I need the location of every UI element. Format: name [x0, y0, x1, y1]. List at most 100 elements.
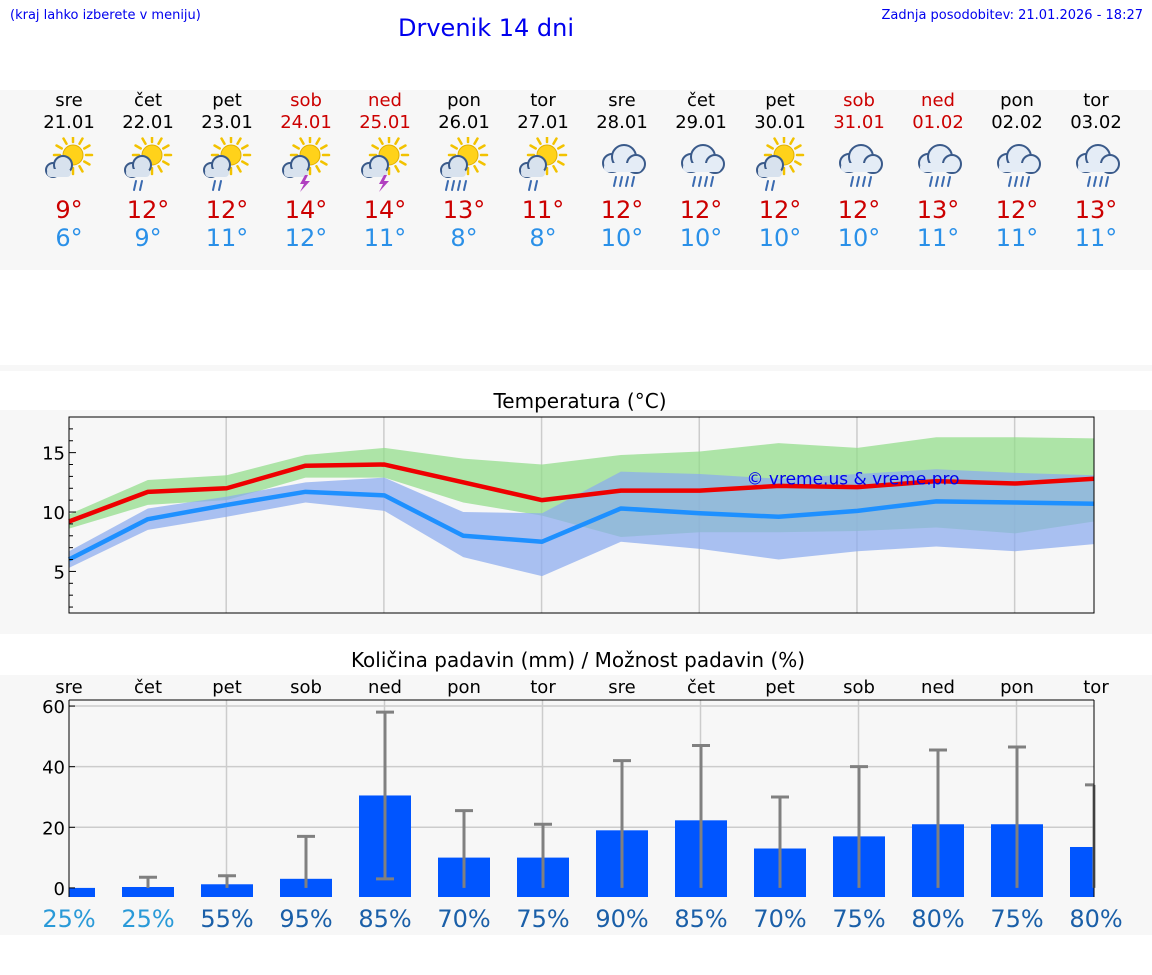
precipitation-day-label: pet — [765, 677, 795, 698]
precipitation-bar — [1070, 846, 1094, 897]
day-date: 28.01 — [596, 112, 648, 133]
day-name: čet — [133, 90, 163, 111]
min-temperature: 11° — [205, 224, 249, 252]
day-date: 25.01 — [359, 112, 411, 133]
min-temperature: 11° — [1074, 224, 1118, 252]
precipitation-probability: 75% — [832, 905, 885, 933]
max-temperature: 14° — [284, 196, 328, 224]
min-temperature: 6° — [55, 224, 83, 252]
day-column: sre 28.01 12° 10° — [582, 90, 662, 252]
precipitation-day-label: pon — [447, 677, 481, 698]
sun-cloud-rain-icon — [187, 134, 267, 196]
daily-forecast-band — [0, 90, 1152, 270]
precipitation-day-label: pet — [212, 677, 242, 698]
day-date: 29.01 — [675, 112, 727, 133]
cloud-heavy-rain-icon — [819, 134, 899, 196]
day-date: 01.02 — [912, 112, 964, 133]
day-date: 31.01 — [833, 112, 885, 133]
temperature-y-tick-label: 15 — [42, 444, 65, 465]
cloud-heavy-rain-icon — [661, 134, 741, 196]
max-temperature: 11° — [521, 196, 565, 224]
day-column: ned 25.01 14° 11° — [345, 90, 425, 252]
day-column: tor 03.02 13° 11° — [1056, 90, 1136, 252]
day-column: pet 23.01 12° 11° — [187, 90, 267, 252]
day-name: pet — [212, 90, 242, 111]
max-temperature: 12° — [205, 196, 249, 224]
day-name: pon — [447, 90, 481, 111]
day-date: 26.01 — [438, 112, 490, 133]
day-date: 03.02 — [1070, 112, 1122, 133]
day-column: čet 22.01 12° 9° — [108, 90, 188, 252]
location-hint[interactable]: (kraj lahko izberete v meniju) — [10, 8, 201, 23]
day-column: pon 02.02 12° 11° — [977, 90, 1057, 252]
cloud-heavy-rain-icon — [1056, 134, 1136, 196]
max-temperature: 12° — [600, 196, 644, 224]
day-name: pon — [1000, 90, 1034, 111]
separator-band — [0, 365, 1152, 371]
precipitation-day-label: pon — [1000, 677, 1034, 698]
day-date: 30.01 — [754, 112, 806, 133]
sun-cloud-thunder-icon — [345, 134, 425, 196]
precipitation-day-label: sre — [55, 677, 82, 698]
day-name: sre — [608, 90, 636, 111]
min-temperature: 10° — [758, 224, 802, 252]
precipitation-probability: 70% — [753, 905, 806, 933]
cloud-heavy-rain-icon — [898, 134, 978, 196]
day-column: ned 01.02 13° 11° — [898, 90, 978, 252]
day-date: 02.02 — [991, 112, 1043, 133]
temperature-y-tick-label: 5 — [54, 562, 65, 583]
max-temperature: 13° — [1074, 196, 1118, 224]
cloud-heavy-rain-icon — [977, 134, 1057, 196]
temperature-chart-title: Temperatura (°C) — [492, 389, 666, 413]
day-name: sob — [290, 90, 322, 111]
min-temperature: 10° — [837, 224, 881, 252]
min-temperature: 9° — [134, 224, 162, 252]
precipitation-day-label: čet — [687, 677, 715, 698]
min-temperature: 10° — [679, 224, 723, 252]
precipitation-y-tick-label: 40 — [42, 758, 65, 779]
precipitation-probability: 85% — [358, 905, 411, 933]
precipitation-y-tick-label: 0 — [54, 879, 65, 900]
min-temperature: 11° — [363, 224, 407, 252]
day-column: sob 24.01 14° 12° — [266, 90, 346, 252]
precipitation-day-label: sob — [843, 677, 875, 698]
temperature-chart: Temperatura (°C) 5 10 15 © vreme.us & vreme.… — [0, 365, 1152, 634]
precipitation-bar — [122, 886, 174, 897]
max-temperature: 14° — [363, 196, 407, 224]
precipitation-probability: 55% — [200, 905, 253, 933]
precipitation-probability: 80% — [1069, 905, 1122, 933]
temperature-plot-frame — [68, 416, 1095, 614]
precipitation-day-label: tor — [530, 677, 556, 698]
watermark: © vreme.us & vreme.pro — [746, 470, 959, 490]
temperature-max-line — [68, 462, 1095, 524]
precipitation-chart: Količina padavin (mm) / Možnost padavin … — [0, 648, 1152, 935]
page-title: Drvenik 14 dni — [398, 14, 575, 42]
precipitation-day-label: sob — [290, 677, 322, 698]
precipitation-day-label: čet — [134, 677, 162, 698]
day-date: 21.01 — [43, 112, 95, 133]
max-temperature: 9° — [55, 196, 83, 224]
day-date: 23.01 — [201, 112, 253, 133]
precipitation-probability: 75% — [990, 905, 1043, 933]
day-name: sob — [843, 90, 875, 111]
day-name: sre — [55, 90, 83, 111]
day-column: sre 21.01 9° 6° — [29, 90, 109, 252]
precipitation-day-label: ned — [921, 677, 955, 698]
precipitation-probability: 25% — [42, 905, 95, 933]
sun-cloud-light-rain-icon — [503, 134, 583, 196]
cloud-heavy-rain-icon — [582, 134, 662, 196]
max-temperature: 13° — [442, 196, 486, 224]
sun-cloud-heavy-rain-icon — [424, 134, 504, 196]
day-name: ned — [368, 90, 402, 111]
day-column: pon 26.01 13° 8° — [424, 90, 504, 252]
day-column: tor 27.01 11° 8° — [503, 90, 583, 252]
precipitation-probability: 75% — [516, 905, 569, 933]
precipitation-probability: 70% — [437, 905, 490, 933]
min-temperature: 11° — [916, 224, 960, 252]
precipitation-bar — [201, 884, 253, 897]
day-column: čet 29.01 12° 10° — [661, 90, 741, 252]
temperature-y-tick-label: 10 — [42, 503, 65, 524]
day-column: sob 31.01 12° 10° — [819, 90, 899, 252]
precipitation-probability: 80% — [911, 905, 964, 933]
precipitation-probability: 95% — [279, 905, 332, 933]
